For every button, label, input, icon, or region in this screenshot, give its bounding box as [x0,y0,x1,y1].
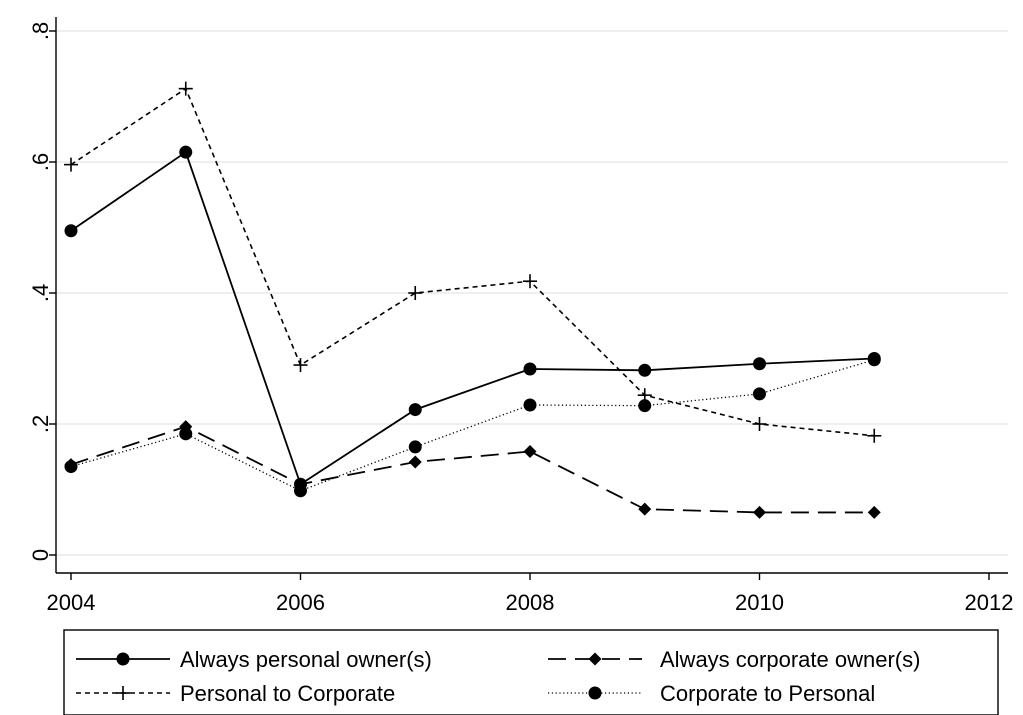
data-point-corporate-to-personal [179,427,193,441]
data-point-personal-to-corporate [867,428,882,443]
x-tick-label: 2004 [47,590,96,615]
legend-marker-corporate-to-personal [588,686,602,700]
data-point-personal-to-corporate [523,274,537,289]
legend-label-personal-to-corporate: Personal to Corporate [180,681,395,706]
data-point-corporate-to-personal [638,399,652,413]
legend-marker-always-corporate [588,652,602,666]
data-point-always-personal [638,363,652,377]
legend-box [63,629,999,715]
series-line-always-corporate [70,425,875,514]
legend-item-corporate-to-personal: Corporate to Personal [548,681,875,706]
legend-label-corporate-to-personal: Corporate to Personal [660,681,875,706]
gridlines [56,30,1008,556]
data-point-corporate-to-personal [294,484,307,498]
legend-marker-always-personal [116,652,130,666]
legend-marker-personal-to-corporate [116,686,130,700]
data-point-corporate-to-personal [867,353,881,367]
y-tick-label: .4 [28,284,53,302]
legend-label-always-personal: Always personal owner(s) [180,647,432,672]
x-tick-label: 2010 [735,590,784,615]
series-corporate-to-personal [64,353,881,498]
series-line-corporate-to-personal [70,359,875,492]
y-tick-label: 0 [28,549,53,561]
data-point-personal-to-corporate [752,417,767,431]
data-point-always-corporate [638,502,652,516]
data-point-personal-to-corporate [64,157,78,172]
axes: 0 .2 .4 .6 .8 2004 2006 2008 2010 2012 [28,17,1013,615]
legend-item-always-corporate: Always corporate owner(s) [548,647,920,672]
series-line-always-personal [70,150,875,486]
data-point-corporate-to-personal [64,460,78,474]
data-point-always-personal [179,145,193,159]
data-point-personal-to-corporate [178,81,193,96]
data-point-always-corporate [523,445,537,459]
legend-label-always-corporate: Always corporate owner(s) [660,647,920,672]
legend-item-personal-to-corporate: Personal to Corporate [76,681,395,706]
data-point-corporate-to-personal [753,387,766,401]
y-tick-label: .6 [28,153,53,171]
x-tick-label: 2006 [276,590,325,615]
data-point-personal-to-corporate [408,286,423,300]
data-point-corporate-to-personal [523,398,537,412]
data-point-always-corporate [408,455,422,469]
data-point-always-personal [753,357,766,371]
data-point-corporate-to-personal [408,440,422,454]
data-point-always-personal [408,403,422,417]
data-point-always-personal [523,362,537,376]
series-layer [64,81,882,519]
y-tick-label: .8 [28,22,53,40]
series-personal-to-corporate [64,81,882,443]
series-line-personal-to-corporate [70,87,875,437]
y-tick-label: .2 [28,415,53,433]
data-point-always-corporate [753,505,766,519]
legend: Always personal owner(s) Always corporate… [63,629,999,715]
x-tick-label: 2012 [965,590,1014,615]
data-point-always-corporate [867,505,881,519]
x-tick-label: 2008 [506,590,555,615]
legend-item-always-personal: Always personal owner(s) [76,647,432,672]
data-point-personal-to-corporate [293,358,308,373]
data-point-always-personal [64,224,78,238]
